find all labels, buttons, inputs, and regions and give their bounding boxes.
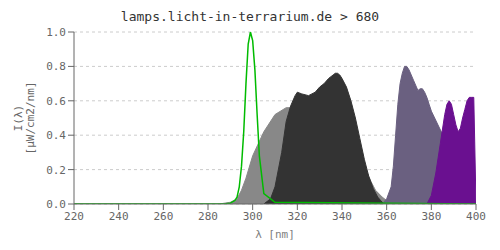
- svg-text:320: 320: [287, 210, 307, 223]
- svg-text:0.8: 0.8: [46, 60, 66, 73]
- svg-text:300: 300: [243, 210, 263, 223]
- svg-text:360: 360: [377, 210, 397, 223]
- svg-text:220: 220: [64, 210, 84, 223]
- svg-text:0.2: 0.2: [46, 164, 66, 177]
- svg-text:280: 280: [198, 210, 218, 223]
- svg-text:0.0: 0.0: [46, 198, 66, 211]
- svg-text:260: 260: [153, 210, 173, 223]
- svg-text:240: 240: [109, 210, 129, 223]
- svg-text:I(λ)[µW/cm2/nm]: I(λ)[µW/cm2/nm]: [12, 82, 37, 155]
- svg-text:400: 400: [466, 210, 486, 223]
- svg-text:λ [nm]: λ [nm]: [255, 228, 295, 240]
- svg-text:1.0: 1.0: [46, 26, 66, 39]
- svg-text:380: 380: [421, 210, 441, 223]
- svg-text:0.4: 0.4: [46, 129, 66, 142]
- svg-text:340: 340: [332, 210, 352, 223]
- svg-text:0.6: 0.6: [46, 95, 66, 108]
- html-text:lamps.licht-in-terrarium.de >: lamps.licht-in-terrarium.de > 680: [120, 9, 380, 24]
